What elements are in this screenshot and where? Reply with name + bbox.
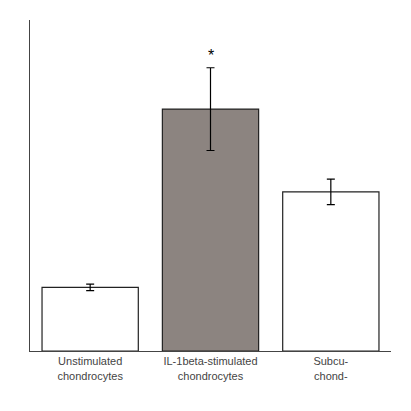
svg-text:Subcu-chond-: Subcu-chond- [313, 355, 348, 381]
svg-text:Unstimulatedchondrocytes: Unstimulatedchondrocytes [57, 355, 123, 381]
svg-text:IL-1beta-stimulatedchondrocyte: IL-1beta-stimulatedchondrocytes [163, 355, 257, 381]
svg-text:*: * [208, 47, 214, 64]
